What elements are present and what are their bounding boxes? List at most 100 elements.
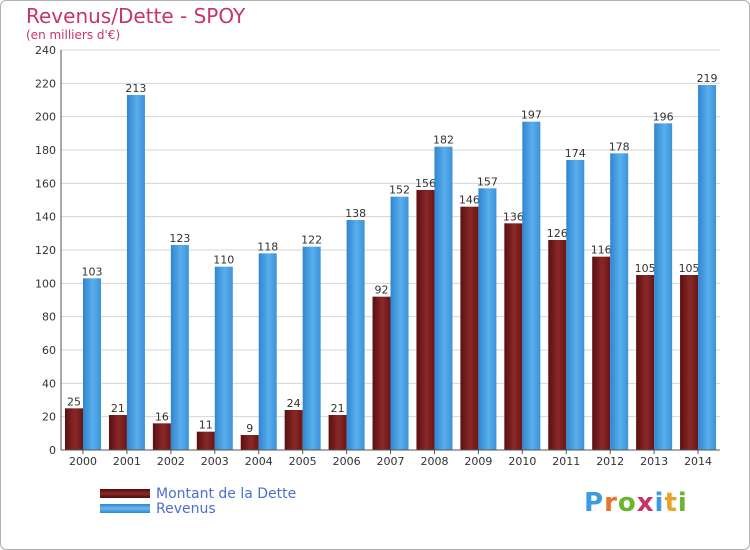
bar-dette — [152, 423, 171, 450]
bars-group: 25 103 21 213 16 123 11 110 9 118 24 122 21 138 92 152 1… — [65, 72, 718, 451]
y-tick-label: 220 — [35, 77, 56, 90]
data-label-dette: 105 — [635, 262, 656, 275]
logo-letter: t — [664, 488, 678, 518]
data-label-revenus: 118 — [257, 240, 278, 253]
bar-dette — [328, 415, 347, 450]
y-tick-label: 140 — [35, 211, 56, 224]
bar-dette — [284, 410, 303, 450]
bar-revenus — [390, 196, 409, 450]
proxiti-logo: Proxiti — [584, 488, 688, 518]
chart-subtitle: (en milliers d'€) — [26, 28, 121, 42]
data-label-revenus: 196 — [653, 110, 674, 123]
logo-letter: o — [617, 488, 637, 518]
data-label-revenus: 197 — [521, 109, 542, 122]
data-label-revenus: 219 — [697, 72, 718, 85]
logo-letter: x — [636, 488, 655, 518]
y-tick-label: 200 — [35, 111, 56, 124]
data-label-revenus: 123 — [169, 232, 190, 245]
bar-dette — [416, 190, 435, 450]
bar-revenus — [434, 146, 453, 450]
bar-revenus — [610, 153, 629, 451]
y-tick-label: 80 — [42, 311, 56, 324]
x-tick-label: 2003 — [201, 455, 229, 468]
chart-title: Revenus/Dette - SPOY — [26, 4, 246, 28]
y-axis: 0 20 40 60 80 100 120 140 160 180 200 220 240 — [35, 44, 62, 457]
y-tick-label: 120 — [35, 244, 56, 257]
bar-dette — [592, 256, 611, 450]
data-label-revenus: 152 — [389, 184, 410, 197]
data-label-dette: 24 — [287, 397, 301, 410]
data-label-dette: 126 — [547, 227, 568, 240]
data-label-dette: 16 — [155, 410, 169, 423]
bar-revenus — [83, 278, 101, 450]
legend-swatch-dette — [100, 489, 150, 498]
x-tick-label: 2006 — [333, 455, 361, 468]
x-tick-label: 2013 — [640, 455, 668, 468]
bar-revenus — [698, 85, 717, 450]
y-tick-label: 240 — [35, 44, 56, 57]
y-tick-label: 60 — [42, 344, 56, 357]
data-label-dette: 136 — [503, 210, 524, 223]
bar-revenus — [126, 95, 145, 450]
x-tick-label: 2009 — [464, 455, 492, 468]
y-tick-label: 100 — [35, 277, 56, 290]
x-tick-label: 2010 — [508, 455, 536, 468]
bar-revenus — [302, 246, 321, 450]
x-tick-label: 2007 — [377, 455, 405, 468]
bar-dette — [108, 415, 127, 450]
data-label-revenus: 103 — [82, 265, 103, 278]
data-label-revenus: 178 — [609, 140, 630, 153]
logo-letter: r — [604, 488, 618, 518]
x-tick-label: 2004 — [245, 455, 273, 468]
data-label-dette: 21 — [111, 402, 125, 415]
data-label-dette: 9 — [246, 422, 253, 435]
bar-dette — [196, 431, 215, 450]
bar-revenus — [654, 123, 673, 450]
x-tick-label: 2012 — [596, 455, 624, 468]
bar-revenus — [258, 253, 277, 450]
legend: Montant de la Dette Revenus — [100, 485, 297, 517]
bar-dette — [460, 206, 479, 450]
y-tick-label: 160 — [35, 177, 56, 190]
data-label-revenus: 122 — [301, 234, 322, 247]
bar-dette — [65, 408, 83, 450]
data-label-dette: 92 — [375, 284, 389, 297]
y-tick-label: 180 — [35, 144, 56, 157]
bar-revenus — [170, 245, 189, 450]
logo-letter: P — [584, 488, 605, 518]
bar-revenus — [566, 160, 585, 450]
bar-revenus — [522, 121, 541, 451]
x-tick-label: 2014 — [684, 455, 712, 468]
x-tick-label: 2008 — [420, 455, 448, 468]
bar-dette — [680, 275, 699, 450]
bar-revenus — [346, 220, 365, 450]
y-tick-label: 0 — [49, 444, 56, 457]
data-label-revenus: 174 — [565, 147, 586, 160]
bar-revenus — [214, 266, 233, 450]
data-label-revenus: 110 — [213, 254, 234, 267]
bar-dette — [240, 435, 259, 450]
data-label-revenus: 157 — [477, 175, 498, 188]
data-label-dette: 116 — [591, 244, 612, 257]
data-label-dette: 11 — [199, 419, 213, 432]
x-tick-label: 2000 — [69, 455, 97, 468]
data-label-dette: 156 — [415, 177, 436, 190]
x-tick-label: 2002 — [157, 455, 185, 468]
x-tick-label: 2001 — [113, 455, 141, 468]
data-label-revenus: 182 — [433, 134, 454, 147]
bar-dette — [372, 296, 391, 450]
legend-swatch-revenus — [100, 504, 150, 513]
legend-item-revenus: Revenus — [100, 500, 296, 517]
x-axis: 2000 2001 2002 2003 2004 2005 2006 2007 2008 2009… — [61, 449, 720, 468]
legend-item-dette: Montant de la Dette — [100, 485, 297, 502]
y-tick-label: 20 — [42, 411, 56, 424]
data-label-revenus: 138 — [345, 207, 366, 220]
legend-label-revenus: Revenus — [156, 500, 216, 517]
bar-dette — [548, 240, 567, 450]
data-label-dette: 21 — [331, 402, 345, 415]
legend-label-dette: Montant de la Dette — [156, 485, 297, 502]
logo-letter: i — [654, 488, 665, 518]
data-label-dette: 105 — [679, 262, 700, 275]
y-tick-label: 40 — [42, 377, 56, 390]
